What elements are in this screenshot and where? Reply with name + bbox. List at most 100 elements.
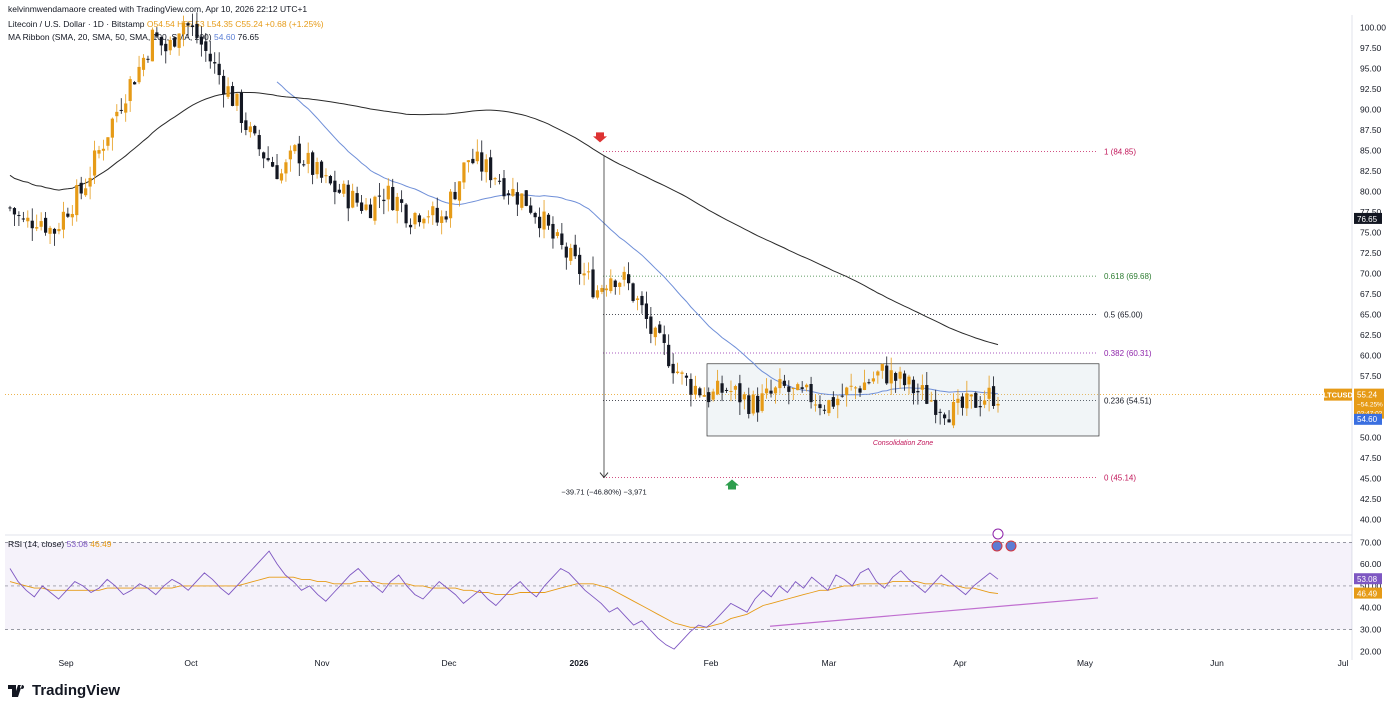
candle-body <box>159 37 163 46</box>
tradingview-logo[interactable]: TradingView <box>8 682 120 699</box>
candle-body <box>457 181 462 201</box>
candle-body <box>640 295 644 306</box>
candle-body <box>137 66 141 83</box>
candle-body <box>288 150 292 160</box>
rsi-legend[interactable]: RSI (14, close) 53.08 46.49 <box>8 539 112 549</box>
us-flag-event-icon <box>1005 540 1017 552</box>
candle-body <box>684 375 689 378</box>
candle-body <box>471 158 475 164</box>
candle-body <box>805 384 809 388</box>
price-tick-label: 70.00 <box>1360 269 1382 279</box>
price-tick-label: 60.00 <box>1360 351 1382 361</box>
ma200-line <box>9 91 999 346</box>
candle-body <box>12 208 17 215</box>
candle-body <box>444 216 448 220</box>
candle-body <box>133 82 137 85</box>
candle-body <box>573 244 577 257</box>
change-tag: −54.25% <box>1357 402 1383 409</box>
candle-body <box>925 385 929 404</box>
candle-body <box>110 118 114 138</box>
candle-body <box>635 298 640 300</box>
candle-body <box>44 217 48 233</box>
candle-body <box>782 380 786 386</box>
candle-body <box>578 254 582 275</box>
price-tick-label: 85.00 <box>1360 145 1382 155</box>
candle-body <box>328 175 333 184</box>
candle-body <box>942 414 947 419</box>
candle-body <box>48 227 52 234</box>
candle-body <box>480 152 484 172</box>
candle-body <box>898 371 902 379</box>
candle-body <box>698 388 702 396</box>
fib-level-label: 1 (84.85) <box>1104 148 1136 157</box>
candle-body <box>324 175 328 177</box>
candle-body <box>809 383 813 403</box>
rsi-tick-label: 30.00 <box>1360 625 1382 635</box>
ma50-tag: 54.60 <box>1357 415 1378 424</box>
rsi-line <box>9 550 999 650</box>
candle-body <box>208 53 212 62</box>
candle-body <box>960 396 964 408</box>
candle-body <box>70 213 74 218</box>
candle-body <box>680 372 684 374</box>
candle-body <box>368 204 373 219</box>
candle-body <box>813 404 818 406</box>
candle-body <box>408 224 413 228</box>
candle-body <box>52 228 57 234</box>
candle-body <box>146 58 150 60</box>
ohlc-values: O54.54 H55.53 L54.35 C55.24 +0.68 (+1.25… <box>146 19 324 29</box>
candle-body <box>796 384 800 391</box>
price-tick-label: 75.00 <box>1360 227 1382 237</box>
candle-body <box>800 387 804 389</box>
symbol-legend[interactable]: Litecoin / U.S. Dollar · 1D · Bitstamp O… <box>8 18 324 31</box>
candle-body <box>720 383 724 393</box>
candle-body <box>969 394 973 397</box>
candle-body <box>57 229 61 232</box>
candle-body <box>885 365 889 384</box>
candle-body <box>395 196 399 211</box>
candle-body <box>30 220 34 229</box>
ma200-tag: 76.65 <box>1357 215 1378 224</box>
candle-body <box>386 185 390 200</box>
candle-body <box>364 204 368 210</box>
price-tick-label: 45.00 <box>1360 474 1382 484</box>
ma-ribbon-legend[interactable]: MA Ribbon (SMA, 20, SMA, 50, SMA, 100, S… <box>8 31 324 44</box>
last-price-tag: 55.24 <box>1357 391 1378 400</box>
candle-body <box>35 227 39 229</box>
candle-body <box>466 160 470 163</box>
candle-body <box>631 283 635 301</box>
time-tick-label: Oct <box>184 658 198 668</box>
candle-body <box>497 180 502 182</box>
candle-body <box>836 398 840 406</box>
candle-body <box>88 177 92 187</box>
candle-body <box>920 385 924 390</box>
price-tick-label: 62.50 <box>1360 330 1382 340</box>
candle-body <box>431 206 435 216</box>
price-tick-label: 42.50 <box>1360 494 1382 504</box>
rsi-ma-tag: 46.49 <box>1357 590 1378 599</box>
price-tick-label: 40.00 <box>1360 515 1382 525</box>
rsi-value-tag: 53.08 <box>1357 575 1378 584</box>
fib-level-label: 0.236 (54.51) <box>1104 397 1152 406</box>
candle-body <box>515 192 519 205</box>
time-tick-label: Jul <box>1338 658 1349 668</box>
candle-body <box>315 162 319 175</box>
candle-body <box>533 212 537 218</box>
candle-body <box>604 288 608 291</box>
candle-body <box>546 214 551 226</box>
candle-body <box>738 383 742 403</box>
candle-body <box>164 43 168 52</box>
candle-body <box>609 278 613 292</box>
price-tick-label: 50.00 <box>1360 433 1382 443</box>
rsi-trendline <box>769 597 1099 627</box>
candle-body <box>760 393 764 411</box>
time-tick-label: Nov <box>314 658 330 668</box>
measure-arrowhead <box>599 472 609 479</box>
candle-body <box>115 111 119 117</box>
candle-body <box>181 22 186 35</box>
fib-level-label: 0.382 (60.31) <box>1104 349 1152 358</box>
candle-body <box>195 23 199 38</box>
rsi-label: RSI (14, close) <box>8 539 65 549</box>
price-tick-label: 97.50 <box>1360 43 1382 53</box>
